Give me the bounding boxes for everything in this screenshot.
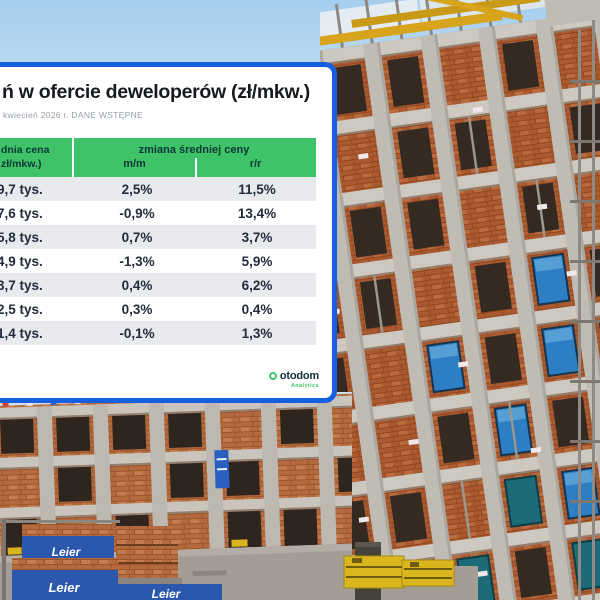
table-row: 2,5 tys. 0,3% 0,4% xyxy=(0,301,273,317)
card-subtitle: kwiecień 2026 r. DANE WSTĘPNE xyxy=(3,110,144,120)
column-header-price: dnia cena zł/mkw.) xyxy=(0,138,74,177)
table-row: 1,4 tys. -0,1% 1,3% xyxy=(0,321,316,345)
otodom-icon xyxy=(268,372,277,380)
column-group-change: zmiana średniej ceny m/m r/r xyxy=(74,138,314,177)
leier-label: Leier xyxy=(52,545,82,559)
table-header: dnia cena zł/mkw.) zmiana średniej ceny … xyxy=(0,138,316,177)
rooftop-formwork xyxy=(320,0,600,57)
table-row: 5,8 tys. 0,7% 3,7% xyxy=(0,225,316,249)
price-table-card: ń w ofercie deweloperów (zł/mkw.) kwieci… xyxy=(0,62,337,403)
column-header-mm: m/m xyxy=(123,158,146,170)
leier-stacks: Leier Leier Leier xyxy=(12,524,222,600)
otodom-brand-text: otodom xyxy=(279,370,319,382)
table-row: 7,6 tys. -0,9% 13,4% xyxy=(0,205,277,221)
price-table: dnia cena zł/mkw.) zmiana średniej ceny … xyxy=(0,138,316,345)
otodom-logo: otodom Analytics xyxy=(268,370,319,389)
otodom-sub-text: Analytics xyxy=(290,383,319,389)
leier-label: Leier xyxy=(48,580,80,595)
group-header-label: zmiana średniej ceny xyxy=(138,144,250,156)
foreground-materials: Leier Leier Leier xyxy=(0,520,478,600)
table-row: 4,9 tys. -1,3% 5,9% xyxy=(0,253,273,269)
scaffolding xyxy=(570,20,600,600)
yellow-crates xyxy=(343,555,455,589)
column-header-rr: r/r xyxy=(195,158,314,177)
table-row: 9,7 tys. 2,5% 11,5% xyxy=(0,177,316,201)
table-row: 3,7 tys. 0,4% 6,2% xyxy=(0,273,316,297)
leier-label: Leier xyxy=(152,587,182,600)
page-title: ń w ofercie deweloperów (zł/mkw.) xyxy=(2,81,310,103)
